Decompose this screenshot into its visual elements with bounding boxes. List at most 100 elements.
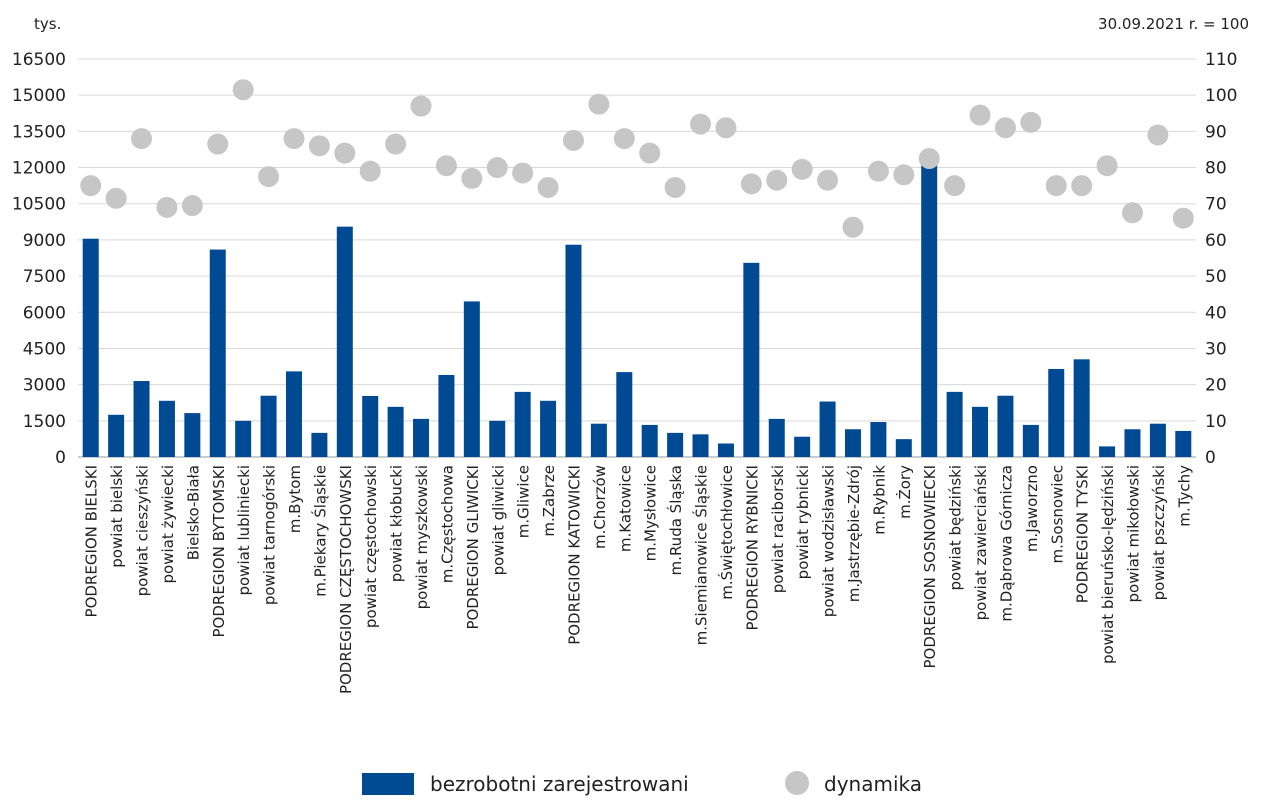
category-label: powiat zawierciański [972,465,990,620]
category-label: PODREGION CZĘSTOCHOWSKI [337,465,355,694]
dot-point [791,158,813,180]
category-label: m.Żory [895,465,914,519]
category-label: powiat gliwicki [489,465,507,575]
bar [819,401,836,457]
bar [1048,368,1065,457]
bar [946,391,963,457]
left-tick-label: 15000 [12,86,66,106]
category-label: m.Jastrzębie-Zdrój [845,465,863,602]
category-label: m.Jaworzno [1023,465,1041,552]
legend-bar-swatch [362,773,414,795]
left-tick-label: 3000 [23,376,66,396]
category-labels: PODREGION BIELSKI powiat bielski powiat ci… [83,465,1194,694]
category-label: powiat żywiecki [159,465,177,584]
legend: bezrobotni zarejestrowani dynamika [362,771,922,796]
category-label: PODREGION BYTOMSKI [210,465,228,637]
right-tick-label: 100 [1205,86,1237,106]
dot-point [639,142,661,164]
dot-point [1096,155,1118,177]
bar [362,395,379,457]
dot-point [1172,207,1194,229]
left-tick-label: 0 [55,448,66,468]
category-label: powiat cieszyński [134,465,152,596]
dot-point [283,128,305,150]
category-label: powiat wodzisławski [820,465,838,617]
category-label: m.Chorzów [591,465,609,549]
bar [311,432,328,457]
bar [1124,429,1141,457]
dot-point [664,176,686,198]
dot-point [994,117,1016,139]
bar [870,422,887,457]
right-axis-unit: 30.09.2021 r. = 100 [1098,15,1249,33]
dot-point [918,148,940,169]
dot-point [207,133,229,155]
dot-series [80,79,1194,238]
dot-point [156,196,178,218]
category-label: PODREGION GLIWICKI [464,465,482,630]
left-axis-unit: tys. [34,15,61,33]
category-label: powiat bieruńsko-lędziński [1099,465,1117,664]
bar [1022,424,1039,457]
bar [794,436,811,457]
bar [997,395,1014,457]
category-label: powiat mikołowski [1124,465,1142,602]
dot-point [105,187,127,209]
category-label: m.Katowice [616,465,634,552]
right-tick-label: 80 [1205,159,1227,179]
dot-point [80,175,102,197]
bar [1149,423,1166,457]
dot-point [588,93,610,115]
left-tick-label: 4500 [23,339,66,359]
bar [667,432,684,457]
bar [235,420,252,457]
bar [336,226,353,457]
bar [590,423,607,457]
category-label: PODREGION TYSKI [1074,465,1092,603]
dot-point [893,164,915,186]
category-label: m.Tychy [1175,465,1193,527]
category-label: powiat tarnogórski [261,465,279,605]
dot-point [359,160,381,182]
dot-point [334,142,356,164]
category-label: m.Sosnowiec [1048,465,1066,564]
dot-point [969,104,991,126]
category-label: m.Bytom [286,465,304,533]
bar [1099,446,1116,457]
dot-point [1020,111,1042,133]
right-tick-label: 70 [1205,195,1227,215]
dot-point [842,216,864,238]
left-tick-label: 9000 [23,231,66,251]
bar [260,395,277,457]
bar [743,262,760,457]
category-label: m.Gliwice [515,465,533,538]
right-axis-ticks: 0 10 20 30 40 50 60 70 80 90 100 110 [1205,50,1237,468]
bar [489,420,506,457]
right-tick-label: 0 [1205,448,1216,468]
dot-point [1071,175,1093,197]
category-label: PODREGION KATOWICKI [565,465,583,645]
bar [540,400,557,457]
left-tick-label: 13500 [12,122,66,142]
right-tick-label: 50 [1205,267,1227,287]
bar [1175,430,1192,457]
dot-point [944,175,966,197]
dot-point [435,155,457,177]
bar [184,413,201,457]
bar [133,381,150,457]
bar [413,418,430,457]
bar [514,391,531,457]
dot-point [1147,124,1169,146]
right-tick-label: 30 [1205,339,1227,359]
dot-point [181,195,203,217]
dot-point [740,173,762,195]
bar [108,414,125,457]
bar [921,162,938,458]
bar [844,429,861,457]
right-tick-label: 10 [1205,412,1227,432]
category-label: PODREGION SOSNOWIECKI [921,465,939,669]
category-label: powiat będziński [947,465,965,590]
bar [387,406,404,457]
bar [158,400,175,457]
